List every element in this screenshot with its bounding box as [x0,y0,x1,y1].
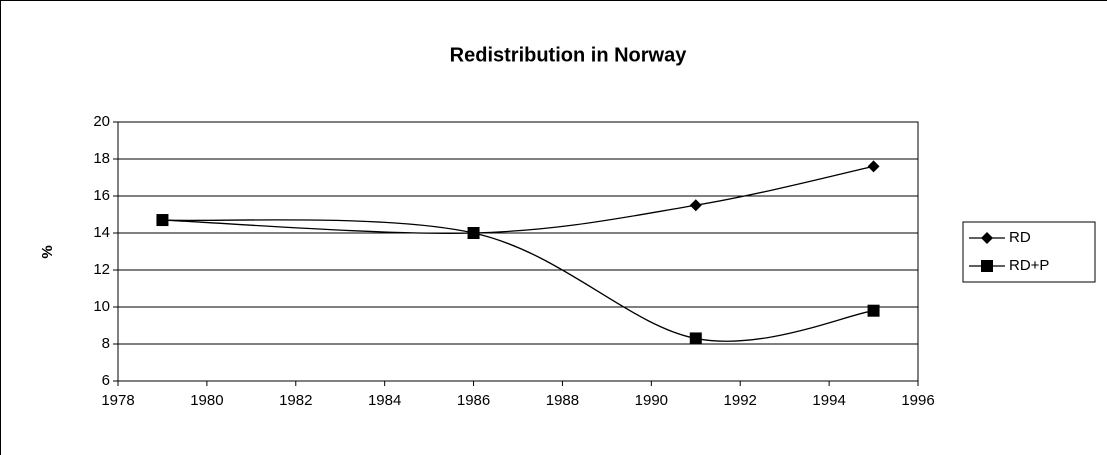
marker-square [981,260,993,272]
x-tick-label: 1990 [635,392,668,409]
y-tick-label: 12 [93,261,110,278]
y-tick-label: 20 [93,113,110,130]
marker-diamond [867,160,880,173]
y-tick-label: 6 [102,372,110,389]
y-axis-label: % [39,245,56,258]
plot-area [117,121,919,382]
y-tick-label: 16 [93,187,110,204]
legend-label: RD+P [1009,257,1049,274]
y-tick-label: 10 [93,298,110,315]
marker-diamond [689,199,702,212]
series-line [162,219,874,342]
series-line [162,165,874,234]
chart-title: Redistribution in Norway [450,44,688,66]
y-tick-label: 8 [102,335,110,352]
y-tick-label: 18 [93,150,110,167]
x-tick-label: 1992 [724,392,757,409]
x-tick-label: 1996 [901,392,934,409]
x-tick-label: 1994 [812,392,845,409]
marker-diamond [981,232,993,244]
x-tick-label: 1978 [101,392,134,409]
y-tick-label: 14 [93,224,110,241]
marker-square [156,214,169,227]
marker-square [689,332,702,345]
x-tick-label: 1980 [190,392,223,409]
legend-label: RD [1009,229,1031,246]
marker-square [467,227,480,239]
x-tick-label: 1984 [368,392,401,409]
x-tick-label: 1988 [546,392,579,409]
marker-square [867,304,880,317]
x-tick-label: 1986 [457,392,490,409]
x-tick-label: 1982 [279,392,312,409]
